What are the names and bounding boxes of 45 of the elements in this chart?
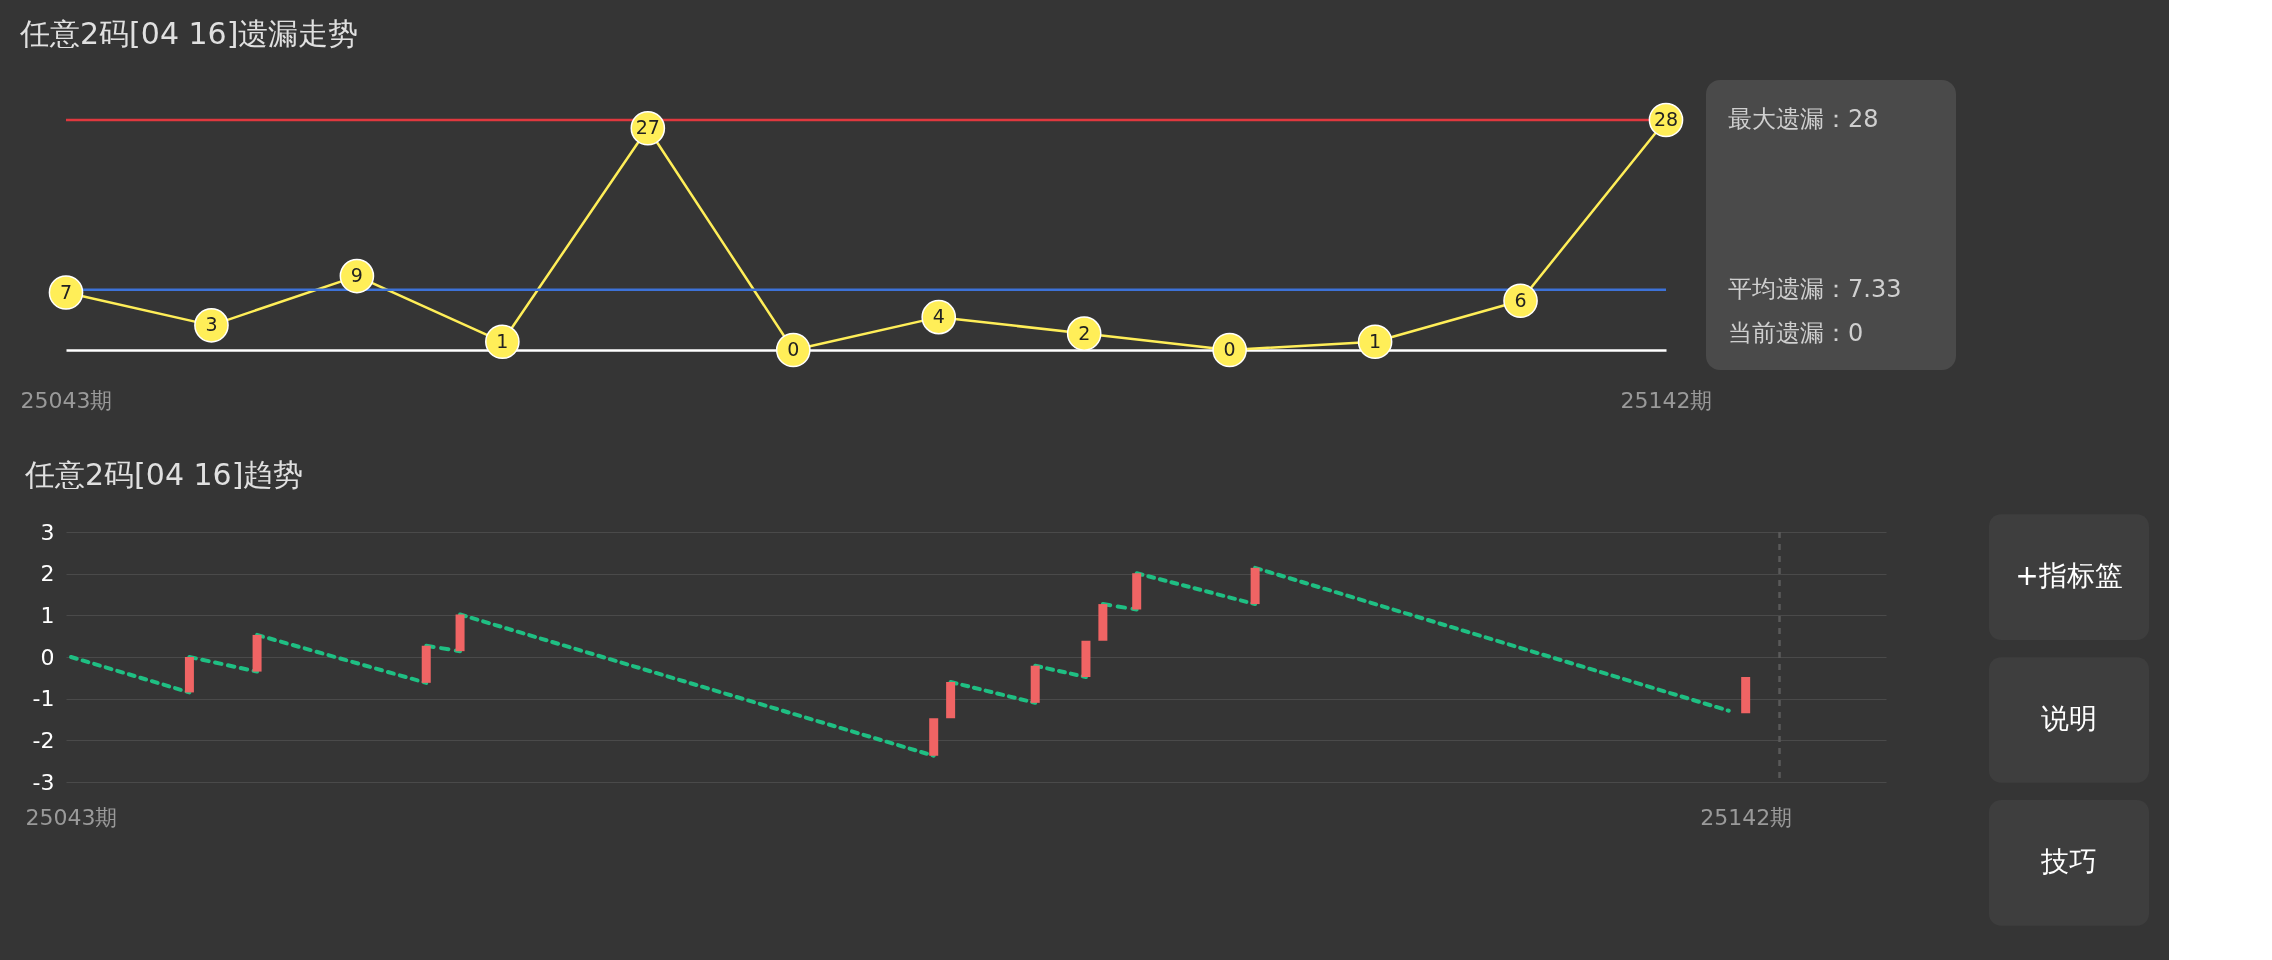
bar (1030, 665, 1040, 703)
chart-title: 任意2码[04 16]遗漏走势 (19, 16, 359, 51)
x-tick-label: 25043期 (25, 804, 118, 830)
y-tick-label: 3 (40, 519, 55, 545)
data-label: 1 (1369, 329, 1382, 352)
bar (421, 645, 431, 683)
data-label: 0 (1223, 338, 1236, 360)
point (1357, 324, 1393, 360)
data-label: 6 (1514, 288, 1527, 311)
chart-title: 任意2码[04 16]趋势 (24, 457, 304, 492)
data-label: 4 (932, 305, 945, 328)
ref-line-label: 最大遗漏：28 (1728, 105, 1879, 133)
y-tick-label: -2 (32, 727, 55, 753)
y-tick-label: 1 (40, 602, 55, 628)
y-tick-label: 2 (40, 561, 55, 587)
bar (946, 682, 956, 719)
y-tick-label: -3 (32, 769, 55, 795)
bar (184, 657, 194, 693)
data-label: 7 (59, 280, 73, 303)
bar (1250, 567, 1260, 605)
y-tick-label: -1 (32, 686, 55, 712)
data-label: 9 (350, 264, 363, 287)
data-label: 2 (1078, 321, 1091, 344)
data-label: 1 (496, 329, 509, 352)
bar (455, 614, 465, 652)
data-label: 3 (205, 313, 218, 336)
data-label: 28 (1653, 108, 1679, 130)
data-label: 27 (635, 116, 660, 139)
data-label: 0 (787, 338, 800, 360)
ref-line-label: 平均遗漏：7.33 (1728, 274, 1902, 303)
bar (1098, 604, 1108, 641)
x-tick-label: 25043期 (20, 387, 113, 413)
text: 当前遗漏：0 (1728, 319, 1864, 347)
text: +指标篮 (2015, 559, 2123, 593)
bar (929, 718, 939, 756)
bar (1081, 640, 1091, 677)
bar (1741, 677, 1751, 714)
bar (252, 634, 262, 672)
y-tick-label: 0 (40, 644, 55, 670)
text: 技巧 (2040, 844, 2097, 878)
bar (1132, 573, 1142, 610)
x-tick-label: 25142期 (1700, 804, 1793, 830)
text: 说明 (2041, 702, 2097, 735)
x-tick-label: 25142期 (1620, 387, 1713, 413)
point (485, 324, 520, 360)
